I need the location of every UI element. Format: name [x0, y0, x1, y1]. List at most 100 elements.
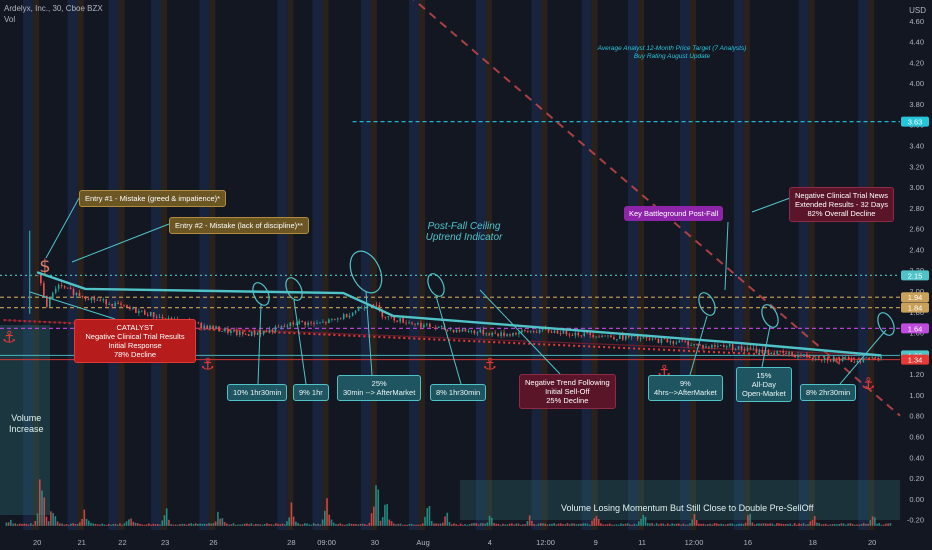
- candle-body: [535, 332, 538, 334]
- volume-bar: [179, 524, 181, 526]
- candle-body: [675, 342, 678, 344]
- volume-bar: [488, 515, 491, 526]
- dollar-icon: $: [39, 256, 50, 277]
- candle-body: [684, 340, 686, 342]
- volume-bar: [735, 524, 738, 526]
- volume-bar: [822, 524, 825, 526]
- connector-line: [839, 329, 887, 385]
- ceiling-trend-line: [36, 271, 882, 357]
- candle-body: [696, 343, 698, 345]
- volume-bar: [580, 523, 582, 526]
- volume-bar: [758, 523, 760, 526]
- x-tick-label: 28: [287, 538, 295, 547]
- candle-body: [408, 322, 410, 324]
- volume-bar: [491, 517, 493, 526]
- candle-body: [399, 318, 401, 322]
- volume-bar: [368, 522, 371, 526]
- volume-bar: [177, 524, 179, 526]
- volume-bar: [72, 523, 74, 526]
- candle-body: [244, 334, 247, 336]
- candle-body: [509, 334, 511, 336]
- dip-ellipse: [427, 273, 445, 297]
- volume-bar: [433, 523, 435, 526]
- volume-bar: [571, 523, 573, 526]
- volume-bar: [90, 522, 92, 526]
- level-tag-label: 1.94: [908, 293, 923, 302]
- volume-bar: [226, 523, 228, 526]
- volume-bar: [751, 522, 754, 526]
- session-band-blue: [312, 0, 323, 530]
- volume-bar: [128, 519, 130, 526]
- volume-bar: [448, 522, 451, 526]
- candle-body: [574, 332, 577, 336]
- candle-body: [740, 346, 743, 350]
- candle-body: [577, 332, 580, 336]
- connector-line: [71, 223, 170, 263]
- candle-body: [274, 326, 277, 332]
- volume-bar: [506, 524, 509, 526]
- volume-bar: [771, 523, 774, 526]
- volume-bar: [272, 524, 275, 526]
- volume-bar: [470, 523, 473, 526]
- volume-bar: [597, 519, 600, 526]
- candle-body: [817, 358, 820, 360]
- candle-body: [529, 331, 532, 333]
- volume-bar: [337, 524, 339, 526]
- news-note: Negative Clinical Trial News Extended Re…: [789, 187, 894, 222]
- candle-body: [527, 330, 529, 332]
- volume-bar: [827, 524, 829, 526]
- volume-bar: [99, 524, 101, 526]
- volume-bar: [188, 523, 190, 526]
- candle-body: [485, 333, 488, 335]
- volume-bar: [170, 524, 172, 526]
- volume-bar: [252, 524, 255, 526]
- volume-bar: [591, 520, 593, 526]
- volume-bar: [372, 506, 375, 526]
- volume-bar: [742, 524, 745, 526]
- momentum-zone: [460, 480, 900, 520]
- volume-bar: [760, 523, 763, 526]
- dip6-note: 15% All-Day Open-Market: [736, 367, 792, 402]
- volume-bar: [568, 524, 571, 526]
- candle-body: [129, 307, 131, 310]
- volume-bar: [364, 523, 366, 526]
- volume-bar: [651, 523, 653, 526]
- candle-body: [81, 295, 84, 297]
- volume-bar: [495, 523, 498, 526]
- anchor-icon: ⚓: [201, 354, 215, 373]
- candle-body: [832, 357, 835, 362]
- volume-bar: [845, 524, 847, 526]
- candle-body: [806, 354, 808, 358]
- volume-bar: [154, 524, 157, 526]
- candle-body: [687, 341, 689, 346]
- volume-bar: [417, 524, 420, 526]
- level-tag-label: 3.63: [908, 118, 923, 127]
- candle-body: [161, 317, 164, 319]
- session-band-orange: [322, 0, 329, 530]
- volume-bar: [43, 497, 46, 526]
- volume-bar: [546, 524, 549, 526]
- session-band-blue: [199, 0, 210, 530]
- volume-bar: [802, 523, 805, 526]
- connectors: [29, 197, 887, 385]
- volume-bar: [862, 523, 865, 526]
- candle-body: [859, 361, 862, 363]
- volume-bar: [419, 524, 422, 526]
- volume-bar: [733, 524, 736, 526]
- volume-bar: [295, 521, 297, 526]
- volume-bar: [237, 524, 239, 526]
- candle-body: [271, 329, 274, 332]
- volume-bar: [214, 521, 217, 526]
- volume-bar: [150, 524, 152, 526]
- candle-body: [746, 347, 749, 351]
- volume-bar: [548, 523, 551, 526]
- volume-bar: [809, 521, 812, 526]
- volume-bar: [275, 523, 277, 526]
- candle-body: [616, 338, 618, 340]
- x-tick-label: 12:00: [685, 538, 704, 547]
- volume-bar: [473, 523, 475, 526]
- volume-bar: [350, 523, 353, 526]
- candle-body: [755, 348, 758, 353]
- volume-bar: [867, 523, 869, 526]
